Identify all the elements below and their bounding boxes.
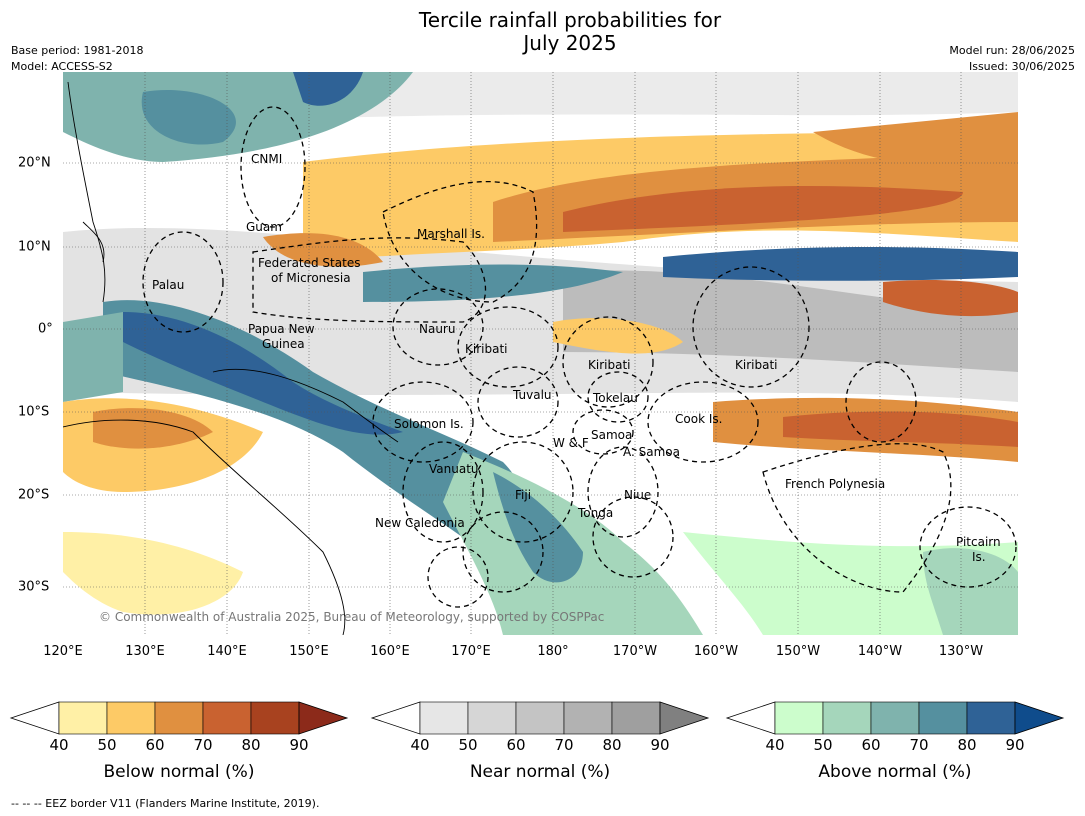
cbar-under-arrow — [370, 701, 421, 735]
colorbars — [9, 701, 1065, 735]
cbar-above-tick: 50 — [813, 736, 833, 754]
cbar-over-arrow — [298, 701, 349, 735]
label-png-line1: Papua New — [248, 322, 315, 336]
cbar-above-tick: 70 — [909, 736, 929, 754]
cbar-above-title: Above normal (%) — [818, 762, 972, 782]
cbar-segment — [966, 701, 1016, 735]
cbar-above-tick: 90 — [1005, 736, 1025, 754]
label-fsm-line2: of Micronesia — [271, 271, 351, 285]
x-tick: 170°W — [612, 644, 658, 659]
cbar-below-tick: 70 — [193, 736, 213, 754]
x-tick: 130°W — [938, 644, 984, 659]
cbar-segment — [58, 701, 108, 735]
rainfall-map: CNMI Guam Marshall Is. Federated States … — [63, 72, 1018, 635]
map-title-line1: Tercile rainfall probabilities for — [418, 8, 722, 32]
label-marshall: Marshall Is. — [417, 227, 485, 241]
label-solomon: Solomon Is. — [394, 417, 464, 431]
x-tick: 140°W — [857, 644, 903, 659]
y-tick: 20°S — [18, 487, 50, 503]
cbar-below-tick: 50 — [97, 736, 117, 754]
cbar-over-arrow — [1014, 701, 1065, 735]
cbar-segment — [774, 701, 824, 735]
issued-date: Issued: 30/06/2025 — [968, 60, 1075, 73]
label-cnmi: CNMI — [251, 152, 282, 166]
label-png-line2: Guinea — [262, 337, 305, 351]
cbar-below-tick: 90 — [289, 736, 309, 754]
cbar-segment — [918, 701, 968, 735]
model-name: Model: ACCESS-S2 — [11, 60, 113, 73]
y-tick: 20°N — [18, 155, 51, 171]
cbar-under-arrow — [9, 701, 60, 735]
label-guam: Guam — [246, 220, 282, 234]
model-run: Model run: 28/06/2025 — [949, 44, 1075, 57]
cbar-near-tick: 80 — [602, 736, 622, 754]
label-fsm-line1: Federated States — [258, 256, 360, 270]
x-tick: 140°E — [207, 644, 247, 659]
cbar-segment — [563, 701, 613, 735]
y-tick: 30°S — [18, 579, 50, 595]
label-tuvalu: Tuvalu — [512, 388, 552, 402]
cbar-segment — [515, 701, 565, 735]
label-wf: W & F — [553, 436, 589, 450]
cbar-near-tick: 40 — [410, 736, 430, 754]
cbar-near-tick: 60 — [506, 736, 526, 754]
label-new-caledonia: New Caledonia — [375, 516, 465, 530]
label-french-polynesia: French Polynesia — [785, 477, 885, 491]
cbar-below-title: Below normal (%) — [103, 762, 255, 782]
x-tick: 150°W — [775, 644, 821, 659]
y-tick: 10°S — [18, 404, 50, 420]
x-tick: 150°E — [289, 644, 329, 659]
cbar-segment — [467, 701, 517, 735]
label-kiribati-west: Kiribati — [465, 342, 507, 356]
cbar-below-tick: 40 — [49, 736, 69, 754]
x-tick: 170°E — [451, 644, 491, 659]
cbar-below-tick: 60 — [145, 736, 165, 754]
x-tick: 180° — [537, 644, 569, 659]
label-palau: Palau — [152, 278, 184, 292]
label-nauru: Nauru — [419, 322, 455, 336]
label-tonga: Tonga — [577, 506, 613, 520]
cbar-segment — [250, 701, 300, 735]
cbar-near-tick: 70 — [554, 736, 574, 754]
cbar-above-tick: 60 — [861, 736, 881, 754]
label-pitcairn-line1: Pitcairn — [956, 535, 1001, 549]
label-tokelau: Tokelau — [592, 391, 638, 405]
label-niue: Niue — [624, 488, 651, 502]
cbar-segment — [419, 701, 469, 735]
label-samoa: Samoa — [591, 428, 632, 442]
cbar-under-arrow — [725, 701, 776, 735]
cbar-segment — [870, 701, 920, 735]
cbar-segment — [202, 701, 252, 735]
base-period: Base period: 1981-2018 — [11, 44, 144, 57]
y-tick: 0° — [38, 321, 53, 337]
label-asamoa: A. Samoa — [623, 445, 680, 459]
cbar-segment — [822, 701, 872, 735]
cbar-over-arrow — [659, 701, 710, 735]
x-tick: 160°W — [693, 644, 739, 659]
map-title-line2: July 2025 — [523, 31, 617, 55]
eez-footnote: -- -- -- EEZ border V11 (Flanders Marine… — [11, 797, 320, 810]
cbar-near-title: Near normal (%) — [469, 762, 611, 782]
x-tick: 160°E — [370, 644, 410, 659]
label-vanuatu: Vanuatu — [429, 462, 479, 476]
cbar-above-tick: 40 — [765, 736, 785, 754]
cbar-below-tick: 80 — [241, 736, 261, 754]
x-tick: 130°E — [125, 644, 165, 659]
label-fiji: Fiji — [515, 488, 531, 502]
label-cook: Cook Is. — [675, 412, 722, 426]
y-tick: 10°N — [18, 239, 51, 255]
cbar-near-tick: 90 — [650, 736, 670, 754]
cbar-segment — [106, 701, 156, 735]
label-kiribati-central: Kiribati — [588, 358, 630, 372]
label-kiribati-east: Kiribati — [735, 358, 777, 372]
x-tick: 120°E — [43, 644, 83, 659]
cbar-segment — [154, 701, 204, 735]
cbar-above-tick: 80 — [957, 736, 977, 754]
label-pitcairn-line2: Is. — [972, 550, 986, 564]
cbar-segment — [611, 701, 661, 735]
cbar-near-tick: 50 — [458, 736, 478, 754]
copyright-notice: © Commonwealth of Australia 2025, Bureau… — [99, 610, 604, 624]
